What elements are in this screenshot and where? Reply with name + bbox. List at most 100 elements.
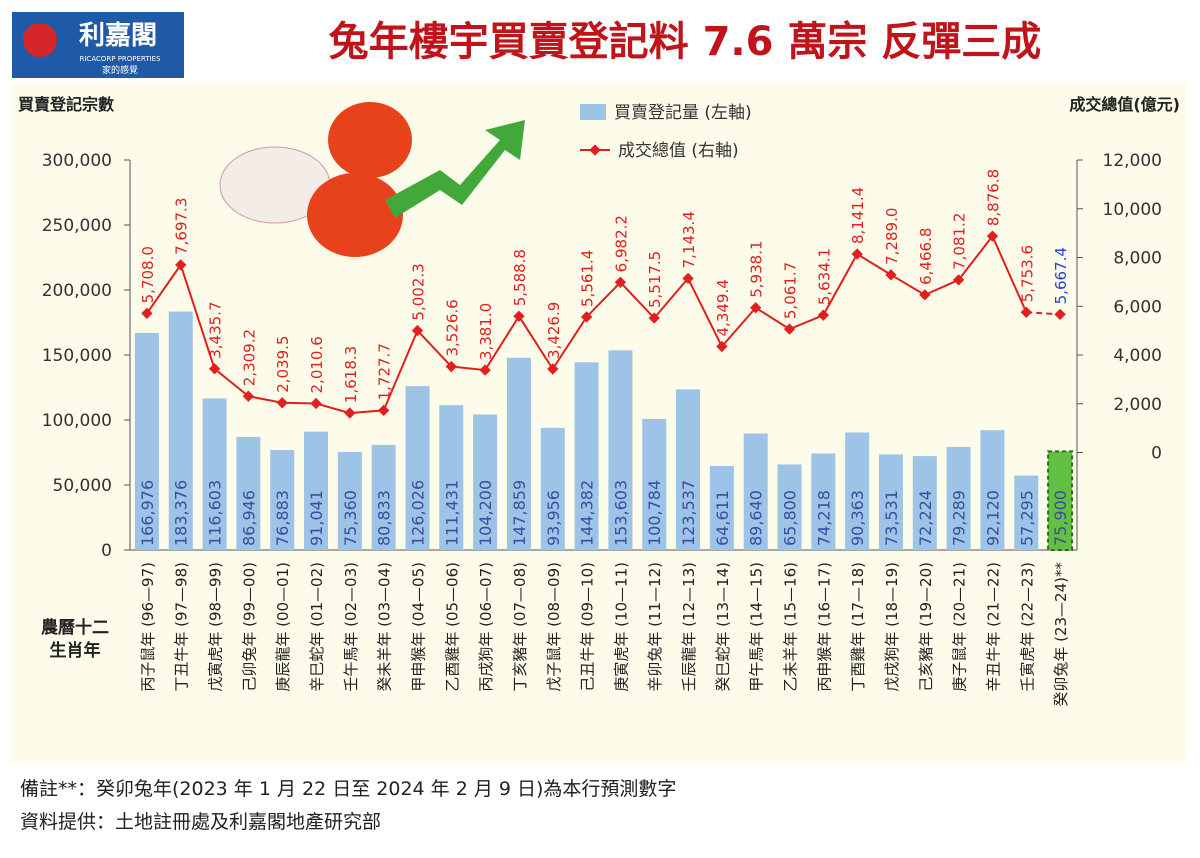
legend-swatch [580, 104, 606, 120]
x-tick-label: 丙戌狗年 (06—07) [477, 562, 495, 692]
bar-label: 166,976 [138, 480, 157, 546]
y-tick-label: 250,000 [42, 216, 112, 236]
y-tick-label: 200,000 [42, 281, 112, 301]
bar-label: 64,611 [713, 490, 732, 546]
line-point [783, 323, 796, 335]
x-tick-label: 辛卯兔年 (11—12) [646, 562, 664, 692]
bar [845, 432, 870, 550]
line-label: 6,982.2 [612, 215, 630, 272]
bar-label: 92,120 [983, 490, 1002, 546]
line-point [175, 259, 187, 271]
y2-tick-label: 8,000 [1113, 249, 1162, 269]
y-tick-label: 100,000 [42, 411, 112, 431]
x-tick-label: 己亥豬年 (19—20) [917, 562, 935, 692]
bar-label: 183,376 [172, 480, 191, 546]
bar [743, 433, 768, 550]
bar [439, 405, 464, 550]
bar-label: 76,883 [273, 490, 292, 546]
bar [506, 357, 531, 550]
decoration [219, 102, 525, 257]
line-point [513, 310, 525, 322]
bar [980, 430, 1005, 550]
bar-label: 80,833 [375, 490, 394, 546]
line-label: 8,876.8 [984, 169, 1002, 226]
x-tick-label: 甲申猴年 (04—05) [409, 562, 427, 692]
x-tick-label: 丁酉雞年 (17—18) [849, 562, 867, 692]
line-point [276, 397, 288, 409]
x-tick-label: 壬辰龍年 (12—13) [680, 562, 698, 692]
bar-label: 111,431 [442, 480, 461, 546]
x-tick-label: 乙酉雞年 (05—06) [443, 562, 461, 692]
bar [473, 414, 498, 550]
line-point [580, 311, 593, 323]
y-axis-label: 買賣登記宗數 [18, 95, 114, 114]
line-label: 5,667.4 [1052, 247, 1070, 304]
x-tick-label: 庚子鼠年 (20—21) [951, 562, 969, 692]
line-point [378, 404, 390, 417]
line-point [1054, 308, 1066, 321]
line-label: 3,381.0 [477, 303, 495, 360]
line-point [986, 230, 999, 242]
bar-label: 74,218 [814, 490, 833, 546]
bar [878, 454, 903, 550]
bar-label: 86,946 [239, 490, 258, 546]
line-label: 6,466.8 [917, 228, 935, 285]
bar [574, 362, 599, 550]
line-label: 7,143.4 [680, 211, 698, 268]
line-label: 5,002.3 [409, 263, 427, 320]
y2-tick-label: 10,000 [1103, 200, 1162, 220]
x-tick-label: 辛巳蛇年 (01—02) [308, 562, 326, 692]
y2-tick-label: 4,000 [1113, 346, 1162, 366]
y2-tick-label: 12,000 [1103, 151, 1162, 171]
x-tick-label: 辛丑牛年 (21—22) [984, 562, 1002, 692]
bar-label: 79,289 [950, 490, 969, 546]
x-tick-label: 壬午馬年 (02—03) [342, 562, 360, 692]
x-tick-label: 乙未羊年 (15—16) [782, 562, 800, 692]
logo-slogan: 家的感覺 [102, 64, 138, 76]
line-label: 5,588.8 [511, 249, 529, 306]
bar-label: 126,026 [408, 480, 427, 546]
line-point [547, 363, 559, 375]
bar-label: 75,360 [341, 490, 360, 546]
line-forecast [1026, 311, 1061, 316]
logo-mark [23, 23, 57, 57]
x-tick-label: 癸卯兔年 (23—24)** [1052, 562, 1070, 707]
bar [304, 431, 329, 550]
bar [405, 386, 430, 550]
line-label: 8,141.4 [849, 187, 867, 244]
y-tick-label: 50,000 [53, 476, 112, 496]
line-point [952, 274, 965, 286]
bar [946, 446, 971, 550]
line-point [242, 390, 255, 402]
bar-label: 75,900 [1051, 490, 1070, 546]
line-label: 1,727.7 [376, 343, 394, 400]
bar-label: 72,224 [916, 490, 935, 546]
line-label: 4,349.4 [714, 279, 732, 336]
line-point [344, 407, 356, 419]
x-tick-label: 己丑牛年 (09—10) [579, 562, 597, 692]
line-point [682, 272, 694, 285]
bar [912, 456, 937, 550]
bar-label: 100,784 [645, 480, 664, 546]
line-label: 5,753.6 [1018, 245, 1036, 302]
bar [371, 444, 396, 550]
bar [608, 350, 633, 550]
y-tick-label: 0 [101, 541, 112, 561]
line-label: 7,081.2 [951, 213, 969, 270]
note: 資料提供：土地註冊處及利嘉閣地產研究部 [20, 811, 381, 833]
bar-label: 147,859 [510, 480, 529, 546]
bar-label: 116,603 [206, 480, 225, 546]
bar [777, 464, 802, 550]
bar [642, 418, 667, 550]
line-point [750, 302, 762, 314]
x-tick-label: 戊子鼠年 (08—09) [545, 562, 563, 692]
legend-label: 成交總值 (右軸) [618, 141, 739, 161]
x-tick-label: 己卯兔年 (99—00) [240, 562, 258, 692]
line-point [479, 364, 491, 376]
bar-label: 93,956 [544, 490, 563, 546]
bar-label: 91,041 [307, 490, 326, 546]
x-tick-label: 丁丑牛年 (97—98) [173, 562, 191, 692]
bar [168, 311, 193, 550]
bar [337, 452, 362, 550]
